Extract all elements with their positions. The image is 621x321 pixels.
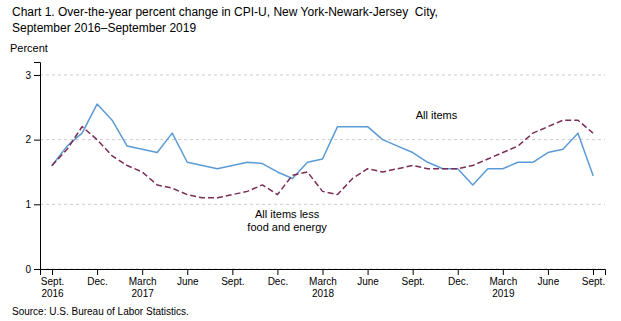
x-tick: Dec. (87, 269, 108, 287)
y-tick: 0 (25, 264, 40, 275)
series-line (52, 104, 593, 185)
y-tick-label: 3 (25, 70, 31, 81)
annotation-line: All items (416, 109, 458, 121)
plot (52, 104, 593, 198)
x-tick-label: Sept. (221, 276, 244, 287)
y-tick: 1 (25, 199, 40, 210)
x-tick-mark (323, 269, 324, 275)
y-tick-label: 2 (25, 134, 31, 145)
annotation-line: food and energy (247, 221, 327, 233)
x-tick-mark (277, 269, 278, 275)
x-tick-label: March2017 (129, 276, 157, 299)
y-tick-mark (34, 269, 40, 270)
x-tick: Sept. (401, 269, 424, 287)
x-tick-label: Sept.2016 (41, 276, 64, 299)
x-tick-mark (413, 269, 414, 275)
x-tick-label-line: June (538, 276, 560, 287)
x-tick-mark (503, 269, 504, 275)
annotation: All items lessfood and energy (247, 208, 327, 233)
x-tick-label: June (538, 276, 560, 287)
x-tick-label-line: June (177, 276, 199, 287)
x-tick-label: Dec. (268, 276, 289, 287)
x-tick-mark (368, 269, 369, 275)
x-axis-line (41, 270, 606, 276)
x-tick-label-line: March (129, 276, 157, 287)
x-tick: June (538, 269, 560, 287)
x-tick: March2017 (129, 269, 157, 299)
x-tick-label-line: June (357, 276, 379, 287)
y-tick: 3 (25, 70, 40, 81)
x-tick: March2018 (309, 269, 337, 299)
y-axis: 0 1 2 3 (25, 63, 40, 275)
annotation-line: All items less (255, 208, 320, 220)
x-tick-label: June (177, 276, 199, 287)
grid-line (40, 139, 605, 140)
x-tick-label-line: 2018 (312, 288, 335, 299)
x-tick-label: Dec. (87, 276, 108, 287)
x-tick-label-line: Dec. (448, 276, 469, 287)
x-tick-label-line: March (489, 276, 517, 287)
subtitle: September 2016–September 2019 (12, 21, 196, 35)
x-tick: March2019 (489, 269, 517, 299)
x-tick-label-line: Dec. (87, 276, 108, 287)
series-line (52, 120, 593, 198)
x-tick: Dec. (268, 269, 289, 287)
x-tick: June (177, 269, 199, 287)
x-tick-label-line: 2019 (492, 288, 515, 299)
y-tick-label: 1 (25, 199, 31, 210)
grid-line (40, 74, 605, 75)
y-tick-label: 0 (25, 264, 31, 275)
y-tick-mark (34, 75, 40, 76)
x-tick: June (357, 269, 379, 287)
x-tick-label: Sept. (582, 276, 605, 287)
x-tick-label: March2019 (489, 276, 517, 299)
annotations: All items All items lessfood and energy (247, 109, 457, 233)
y-axis-label: Percent (10, 42, 48, 54)
x-tick: Dec. (448, 269, 469, 287)
x-tick-label-line: Sept. (582, 276, 605, 287)
x-tick-label-line: Dec. (268, 276, 289, 287)
annotation: All items (416, 109, 458, 121)
x-tick-label-line: Sept. (401, 276, 424, 287)
x-tick-mark (187, 269, 188, 275)
x-tick-mark (548, 269, 549, 275)
x-tick-label: Sept. (401, 276, 424, 287)
x-tick-mark (458, 269, 459, 275)
x-tick-mark (593, 269, 594, 275)
x-tick-label-line: March (309, 276, 337, 287)
y-axis-line (34, 63, 41, 270)
x-tick: Sept.2016 (41, 269, 64, 299)
grid (40, 75, 605, 269)
x-tick-label-line: Sept. (221, 276, 244, 287)
x-axis: Sept.2016Dec.March2017JuneSept.Dec.March… (41, 269, 606, 299)
y-tick-mark (34, 140, 40, 141)
x-tick-mark (97, 269, 98, 275)
x-tick-label-line: 2016 (41, 288, 64, 299)
y-tick: 2 (25, 134, 40, 145)
x-tick: Sept. (582, 269, 605, 287)
title: Chart 1. Over-the-year percent change in… (12, 5, 438, 19)
x-tick-label-line: Sept. (41, 276, 64, 287)
x-tick-label: June (357, 276, 379, 287)
x-tick-label: March2018 (309, 276, 337, 299)
x-tick: Sept. (221, 269, 244, 287)
x-tick-label-line: 2017 (132, 288, 155, 299)
x-tick-label: Dec. (448, 276, 469, 287)
grid-line (40, 204, 605, 205)
x-tick-mark (232, 269, 233, 275)
x-tick-mark (52, 269, 53, 275)
x-tick-mark (142, 269, 143, 275)
chart: 0123Sept.2016Dec.March2017JuneSept.Dec.M… (0, 0, 621, 321)
y-tick-mark (34, 204, 40, 205)
source: Source: U.S. Bureau of Labor Statistics. (12, 306, 189, 317)
